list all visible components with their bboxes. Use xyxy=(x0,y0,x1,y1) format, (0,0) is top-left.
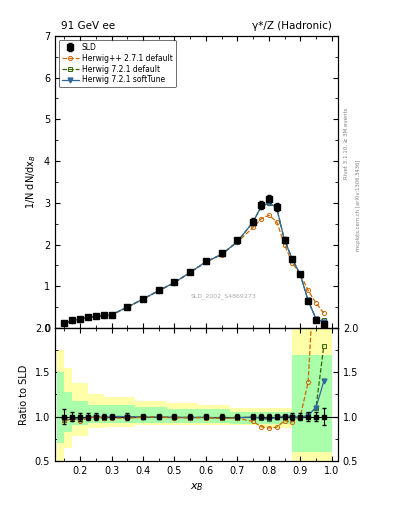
Herwig++ 2.7.1 default xyxy=(219,251,224,258)
Herwig++ 2.7.1 default xyxy=(156,288,161,294)
X-axis label: $x_B$: $x_B$ xyxy=(190,481,203,493)
Herwig 7.2.1 softTune xyxy=(219,251,224,258)
Herwig++ 2.7.1 default xyxy=(306,287,310,293)
Herwig++ 2.7.1 default xyxy=(109,312,114,318)
Herwig 7.2.1 default xyxy=(314,316,318,322)
Herwig 7.2.1 default xyxy=(70,317,75,324)
Herwig 7.2.1 softTune xyxy=(94,313,98,319)
Herwig 7.2.1 softTune xyxy=(204,259,208,265)
Herwig++ 2.7.1 default xyxy=(62,320,67,326)
Herwig 7.2.1 softTune xyxy=(172,280,177,286)
Line: Herwig 7.2.1 default: Herwig 7.2.1 default xyxy=(62,201,326,325)
Herwig++ 2.7.1 default xyxy=(141,296,145,302)
Herwig 7.2.1 softTune xyxy=(109,312,114,318)
Herwig++ 2.7.1 default xyxy=(259,216,263,222)
Text: γ*/Z (Hadronic): γ*/Z (Hadronic) xyxy=(252,22,332,31)
Herwig++ 2.7.1 default xyxy=(125,305,130,311)
Herwig 7.2.1 default xyxy=(306,297,310,304)
Herwig 7.2.1 softTune xyxy=(101,313,106,319)
Herwig 7.2.1 default xyxy=(274,205,279,211)
Herwig 7.2.1 default xyxy=(235,239,240,245)
Herwig 7.2.1 default xyxy=(204,259,208,265)
Herwig 7.2.1 softTune xyxy=(188,269,193,275)
Herwig++ 2.7.1 default xyxy=(282,242,287,248)
Herwig 7.2.1 default xyxy=(290,256,295,262)
Herwig 7.2.1 default xyxy=(101,313,106,319)
Text: Rivet 3.1.10, ≥ 3M events: Rivet 3.1.10, ≥ 3M events xyxy=(344,108,349,179)
Herwig 7.2.1 softTune xyxy=(314,316,318,322)
Herwig++ 2.7.1 default xyxy=(274,219,279,225)
Herwig++ 2.7.1 default xyxy=(78,316,83,323)
Herwig 7.2.1 default xyxy=(172,280,177,286)
Herwig 7.2.1 default xyxy=(259,204,263,210)
Herwig 7.2.1 default xyxy=(94,313,98,319)
Herwig 7.2.1 default xyxy=(321,317,326,324)
Text: mcplots.cern.ch [arXiv:1306.3436]: mcplots.cern.ch [arXiv:1306.3436] xyxy=(356,159,361,250)
Line: Herwig++ 2.7.1 default: Herwig++ 2.7.1 default xyxy=(62,213,326,325)
Herwig++ 2.7.1 default xyxy=(94,313,98,319)
Herwig 7.2.1 softTune xyxy=(321,319,326,325)
Herwig 7.2.1 softTune xyxy=(290,256,295,262)
Herwig++ 2.7.1 default xyxy=(86,314,90,321)
Herwig 7.2.1 softTune xyxy=(70,317,75,324)
Herwig 7.2.1 softTune xyxy=(156,288,161,294)
Herwig++ 2.7.1 default xyxy=(172,280,177,286)
Herwig 7.2.1 softTune xyxy=(141,296,145,302)
Herwig++ 2.7.1 default xyxy=(290,260,295,266)
Herwig 7.2.1 softTune xyxy=(78,316,83,322)
Herwig 7.2.1 default xyxy=(141,296,145,302)
Herwig++ 2.7.1 default xyxy=(321,310,326,316)
Legend: SLD, Herwig++ 2.7.1 default, Herwig 7.2.1 default, Herwig 7.2.1 softTune: SLD, Herwig++ 2.7.1 default, Herwig 7.2.… xyxy=(59,39,176,88)
Herwig 7.2.1 softTune xyxy=(125,304,130,310)
Text: 91 GeV ee: 91 GeV ee xyxy=(61,22,115,31)
Y-axis label: 1/N dN/dx$_B$: 1/N dN/dx$_B$ xyxy=(24,155,39,209)
Herwig 7.2.1 softTune xyxy=(62,320,67,326)
Herwig 7.2.1 default xyxy=(156,288,161,294)
Herwig 7.2.1 softTune xyxy=(86,314,90,321)
Herwig 7.2.1 default xyxy=(109,312,114,318)
Herwig 7.2.1 default xyxy=(298,271,303,278)
Herwig 7.2.1 softTune xyxy=(235,239,240,245)
Herwig 7.2.1 softTune xyxy=(259,204,263,210)
Herwig++ 2.7.1 default xyxy=(266,212,271,219)
Text: SLD_2002_S4869273: SLD_2002_S4869273 xyxy=(191,293,257,299)
Herwig 7.2.1 default xyxy=(86,314,90,321)
Herwig 7.2.1 softTune xyxy=(251,219,255,225)
Herwig 7.2.1 default xyxy=(282,237,287,243)
Herwig++ 2.7.1 default xyxy=(101,313,106,319)
Herwig 7.2.1 softTune xyxy=(282,237,287,243)
Herwig++ 2.7.1 default xyxy=(235,239,240,245)
Herwig++ 2.7.1 default xyxy=(251,224,255,230)
Herwig++ 2.7.1 default xyxy=(70,317,75,324)
Herwig 7.2.1 softTune xyxy=(298,271,303,278)
Herwig 7.2.1 default xyxy=(219,251,224,258)
Herwig 7.2.1 softTune xyxy=(306,297,310,304)
Y-axis label: Ratio to SLD: Ratio to SLD xyxy=(19,364,29,424)
Herwig 7.2.1 softTune xyxy=(274,205,279,211)
Herwig 7.2.1 default xyxy=(266,200,271,206)
Herwig 7.2.1 default xyxy=(62,320,67,326)
Line: Herwig 7.2.1 softTune: Herwig 7.2.1 softTune xyxy=(62,200,326,326)
Herwig 7.2.1 default xyxy=(125,304,130,310)
Herwig 7.2.1 default xyxy=(188,269,193,275)
Herwig++ 2.7.1 default xyxy=(204,259,208,265)
Herwig 7.2.1 default xyxy=(251,219,255,225)
Herwig++ 2.7.1 default xyxy=(298,271,303,277)
Herwig 7.2.1 default xyxy=(78,316,83,322)
Herwig++ 2.7.1 default xyxy=(188,269,193,275)
Herwig 7.2.1 softTune xyxy=(266,200,271,206)
Herwig++ 2.7.1 default xyxy=(314,300,318,306)
